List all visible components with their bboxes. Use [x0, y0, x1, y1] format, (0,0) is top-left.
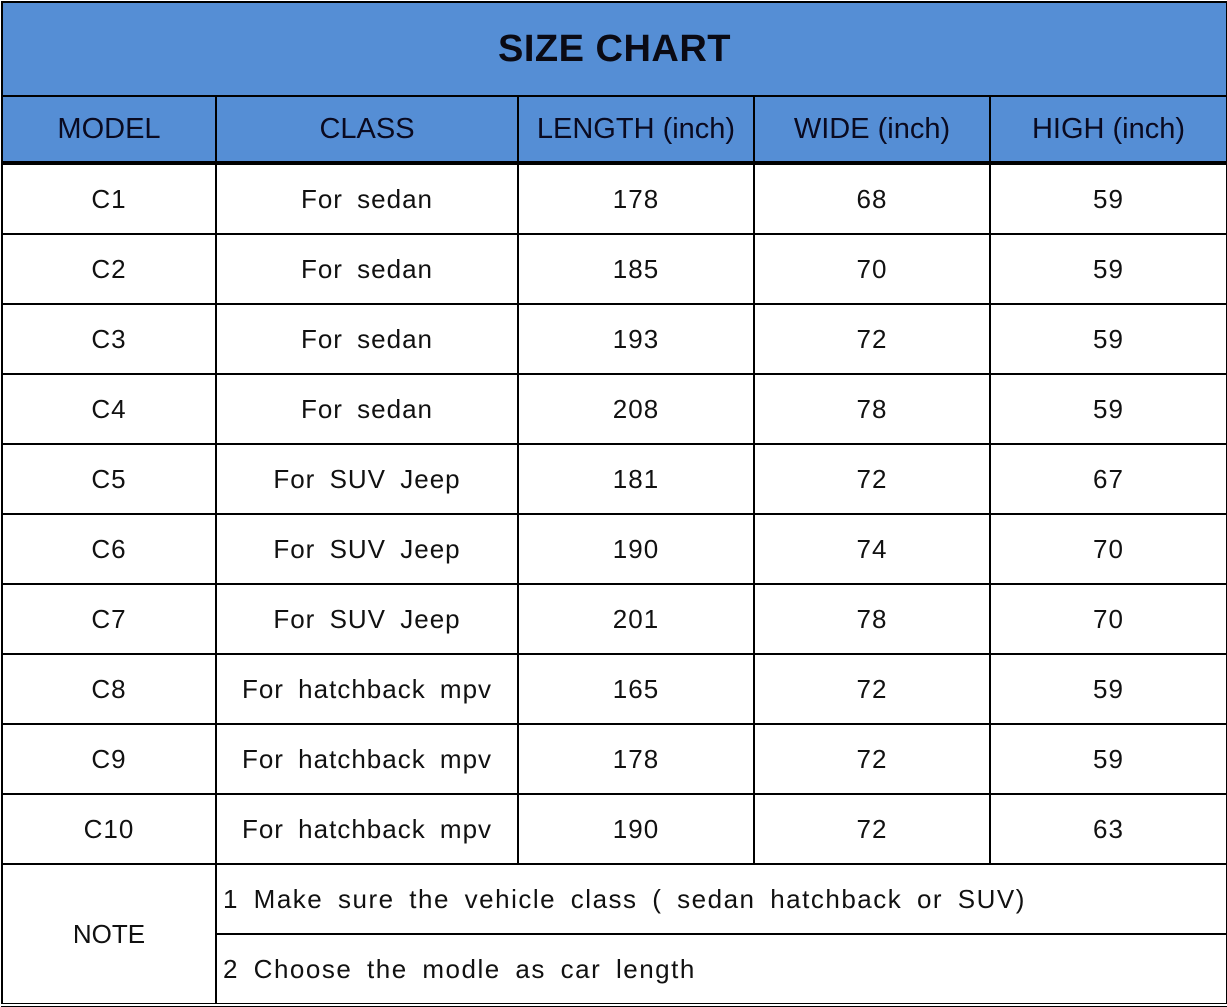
cell-model: C5 [1, 443, 217, 515]
cell-class: For sedan [215, 373, 519, 445]
cell-high: 70 [989, 513, 1227, 585]
column-header-model: MODEL [1, 95, 217, 165]
cell-class: For hatchback mpv [215, 793, 519, 865]
cell-length: 178 [517, 723, 755, 795]
table-row: C1 For sedan 178 68 59 [1, 162, 1227, 235]
cell-class: For hatchback mpv [215, 723, 519, 795]
cell-wide: 70 [753, 233, 991, 305]
cell-wide: 78 [753, 583, 991, 655]
chart-title: SIZE CHART [1, 1, 1227, 97]
cell-wide: 72 [753, 303, 991, 375]
cell-class: For SUV Jeep [215, 583, 519, 655]
table-row: C9 For hatchback mpv 178 72 59 [1, 723, 1227, 795]
cell-length: 208 [517, 373, 755, 445]
cell-wide: 72 [753, 653, 991, 725]
column-header-class: CLASS [215, 95, 519, 165]
note-label: NOTE [1, 863, 217, 1007]
table-row: C5 For SUV Jeep 181 72 67 [1, 443, 1227, 515]
note-line-2: 2 Choose the modle as car length [215, 933, 1227, 1007]
column-header-high: HIGH (inch) [989, 95, 1227, 165]
cell-length: 201 [517, 583, 755, 655]
note-line-1: 1 Make sure the vehicle class ( sedan ha… [215, 863, 1227, 935]
cell-wide: 72 [753, 443, 991, 515]
table-row: C2 For sedan 185 70 59 [1, 233, 1227, 305]
cell-wide: 78 [753, 373, 991, 445]
cell-model: C3 [1, 303, 217, 375]
column-header-wide: WIDE (inch) [753, 95, 991, 165]
table-row: C3 For sedan 193 72 59 [1, 303, 1227, 375]
cell-class: For sedan [215, 303, 519, 375]
cell-length: 193 [517, 303, 755, 375]
cell-class: For SUV Jeep [215, 443, 519, 515]
table-row: C6 For SUV Jeep 190 74 70 [1, 513, 1227, 585]
cell-model: C9 [1, 723, 217, 795]
table-row: C4 For sedan 208 78 59 [1, 373, 1227, 445]
table-row: C7 For SUV Jeep 201 78 70 [1, 583, 1227, 655]
cell-high: 63 [989, 793, 1227, 865]
cell-class: For sedan [215, 233, 519, 305]
cell-high: 59 [989, 162, 1227, 235]
header-row: MODEL CLASS LENGTH (inch) WIDE (inch) HIGH (… [1, 95, 1227, 165]
cell-model: C7 [1, 583, 217, 655]
cell-high: 59 [989, 303, 1227, 375]
cell-model: C6 [1, 513, 217, 585]
cell-high: 70 [989, 583, 1227, 655]
cell-wide: 68 [753, 162, 991, 235]
cell-length: 178 [517, 162, 755, 235]
cell-model: C8 [1, 653, 217, 725]
cell-model: C1 [1, 162, 217, 235]
cell-wide: 72 [753, 793, 991, 865]
table-row: C10 For hatchback mpv 190 72 63 [1, 793, 1227, 865]
cell-length: 165 [517, 653, 755, 725]
cell-wide: 74 [753, 513, 991, 585]
cell-length: 181 [517, 443, 755, 515]
cell-high: 67 [989, 443, 1227, 515]
cell-length: 190 [517, 513, 755, 585]
column-header-length: LENGTH (inch) [517, 95, 755, 165]
cell-class: For hatchback mpv [215, 653, 519, 725]
cell-length: 190 [517, 793, 755, 865]
cell-high: 59 [989, 373, 1227, 445]
cell-model: C2 [1, 233, 217, 305]
cell-high: 59 [989, 723, 1227, 795]
cell-class: For SUV Jeep [215, 513, 519, 585]
cell-high: 59 [989, 653, 1227, 725]
cell-length: 185 [517, 233, 755, 305]
table-row: C8 For hatchback mpv 165 72 59 [1, 653, 1227, 725]
cell-wide: 72 [753, 723, 991, 795]
cell-model: C10 [1, 793, 217, 865]
cell-high: 59 [989, 233, 1227, 305]
cell-model: C4 [1, 373, 217, 445]
cell-class: For sedan [215, 162, 519, 235]
